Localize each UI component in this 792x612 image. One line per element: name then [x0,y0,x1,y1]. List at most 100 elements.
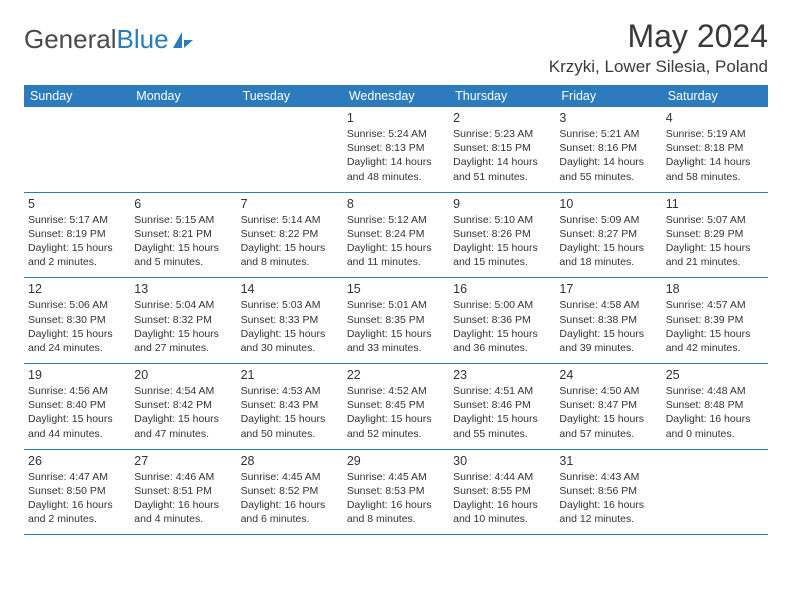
week-row: 19Sunrise: 4:56 AMSunset: 8:40 PMDayligh… [24,364,768,450]
day-cell: 27Sunrise: 4:46 AMSunset: 8:51 PMDayligh… [130,450,236,535]
daylight-line2: and 55 minutes. [453,427,551,441]
day-number: 29 [347,454,445,468]
day-number: 17 [559,282,657,296]
day-cell: 17Sunrise: 4:58 AMSunset: 8:38 PMDayligh… [555,278,661,363]
daylight-line2: and 48 minutes. [347,170,445,184]
day-number: 14 [241,282,339,296]
daylight-line1: Daylight: 14 hours [453,155,551,169]
day-cell: 20Sunrise: 4:54 AMSunset: 8:42 PMDayligh… [130,364,236,449]
day-info: Sunrise: 4:44 AMSunset: 8:55 PMDaylight:… [453,470,551,527]
day-cell: 29Sunrise: 4:45 AMSunset: 8:53 PMDayligh… [343,450,449,535]
daylight-line1: Daylight: 15 hours [241,412,339,426]
day-info: Sunrise: 5:04 AMSunset: 8:32 PMDaylight:… [134,298,232,355]
daylight-line2: and 36 minutes. [453,341,551,355]
dayhead-thu: Thursday [449,85,555,107]
day-info: Sunrise: 4:43 AMSunset: 8:56 PMDaylight:… [559,470,657,527]
daylight-line2: and 55 minutes. [559,170,657,184]
sunrise-text: Sunrise: 5:07 AM [666,213,764,227]
day-cell [237,107,343,192]
day-cell: 2Sunrise: 5:23 AMSunset: 8:15 PMDaylight… [449,107,555,192]
day-info: Sunrise: 4:54 AMSunset: 8:42 PMDaylight:… [134,384,232,441]
sunrise-text: Sunrise: 4:53 AM [241,384,339,398]
day-info: Sunrise: 5:10 AMSunset: 8:26 PMDaylight:… [453,213,551,270]
daylight-line1: Daylight: 16 hours [666,412,764,426]
sunrise-text: Sunrise: 5:04 AM [134,298,232,312]
daylight-line1: Daylight: 15 hours [28,241,126,255]
daylight-line1: Daylight: 15 hours [241,327,339,341]
day-info: Sunrise: 5:07 AMSunset: 8:29 PMDaylight:… [666,213,764,270]
day-cell: 31 Sunrise: 4:43 AMSunset: 8:56 PMDayligh… [555,450,661,535]
daylight-line2: and 57 minutes. [559,427,657,441]
day-cell: 16Sunrise: 5:00 AMSunset: 8:36 PMDayligh… [449,278,555,363]
day-cell: 18Sunrise: 4:57 AMSunset: 8:39 PMDayligh… [662,278,768,363]
day-info: Sunrise: 4:51 AMSunset: 8:46 PMDaylight:… [453,384,551,441]
daylight-line1: Daylight: 16 hours [241,498,339,512]
sunset-text: Sunset: 8:19 PM [28,227,126,241]
daylight-line2: and 33 minutes. [347,341,445,355]
logo-text-general: General [24,24,117,55]
sunset-text: Sunset: 8:47 PM [559,398,657,412]
day-info: Sunrise: 5:00 AMSunset: 8:36 PMDaylight:… [453,298,551,355]
sunset-text: Sunset: 8:45 PM [347,398,445,412]
day-number: 22 [347,368,445,382]
logo-sail-icon [171,30,195,50]
day-info: Sunrise: 5:21 AMSunset: 8:16 PMDaylight:… [559,127,657,184]
sunset-text: Sunset: 8:29 PM [666,227,764,241]
daylight-line2: and 44 minutes. [28,427,126,441]
sunset-text: Sunset: 8:24 PM [347,227,445,241]
daylight-line2: and 50 minutes. [241,427,339,441]
daylight-line1: Daylight: 15 hours [559,327,657,341]
day-number: 10 [559,197,657,211]
dayhead-sat: Saturday [662,85,768,107]
week-row: 1Sunrise: 5:24 AMSunset: 8:13 PMDaylight… [24,107,768,193]
daylight-line1: Daylight: 16 hours [134,498,232,512]
daylight-line2: and 2 minutes. [28,255,126,269]
day-number: 26 [28,454,126,468]
daylight-line2: and 47 minutes. [134,427,232,441]
sunrise-text: Sunrise: 5:23 AM [453,127,551,141]
dayhead-tue: Tuesday [237,85,343,107]
daylight-line2: and 15 minutes. [453,255,551,269]
day-cell: 23Sunrise: 4:51 AMSunset: 8:46 PMDayligh… [449,364,555,449]
daylight-line1: Daylight: 16 hours [559,498,657,512]
sunset-text: Sunset: 8:39 PM [666,313,764,327]
day-cell: 11Sunrise: 5:07 AMSunset: 8:29 PMDayligh… [662,193,768,278]
day-number: 31 [559,454,657,468]
day-cell: 15Sunrise: 5:01 AMSunset: 8:35 PMDayligh… [343,278,449,363]
day-cell [130,107,236,192]
sunset-text: Sunset: 8:48 PM [666,398,764,412]
day-cell: 26Sunrise: 4:47 AMSunset: 8:50 PMDayligh… [24,450,130,535]
sunset-text: Sunset: 8:13 PM [347,141,445,155]
day-cell: 8Sunrise: 5:12 AMSunset: 8:24 PMDaylight… [343,193,449,278]
sunrise-text: Sunrise: 5:00 AM [453,298,551,312]
daylight-line2: and 10 minutes. [453,512,551,526]
day-cell: 10Sunrise: 5:09 AMSunset: 8:27 PMDayligh… [555,193,661,278]
day-number: 18 [666,282,764,296]
day-info: Sunrise: 4:48 AMSunset: 8:48 PMDaylight:… [666,384,764,441]
day-cell: 14Sunrise: 5:03 AMSunset: 8:33 PMDayligh… [237,278,343,363]
calendar-page: GeneralBlue May 2024 Krzyki, Lower Siles… [0,0,792,535]
day-number: 24 [559,368,657,382]
day-info: Sunrise: 4:52 AMSunset: 8:45 PMDaylight:… [347,384,445,441]
daylight-line2: and 30 minutes. [241,341,339,355]
daylight-line2: and 39 minutes. [559,341,657,355]
daylight-line2: and 24 minutes. [28,341,126,355]
day-info: Sunrise: 5:24 AMSunset: 8:13 PMDaylight:… [347,127,445,184]
day-info: Sunrise: 4:53 AMSunset: 8:43 PMDaylight:… [241,384,339,441]
day-cell: 1Sunrise: 5:24 AMSunset: 8:13 PMDaylight… [343,107,449,192]
daylight-line1: Daylight: 15 hours [666,241,764,255]
day-info: Sunrise: 5:23 AMSunset: 8:15 PMDaylight:… [453,127,551,184]
day-info: Sunrise: 5:12 AMSunset: 8:24 PMDaylight:… [347,213,445,270]
day-number: 3 [559,111,657,125]
sunrise-text: Sunrise: 5:10 AM [453,213,551,227]
sunset-text: Sunset: 8:40 PM [28,398,126,412]
day-number: 5 [28,197,126,211]
daylight-line2: and 12 minutes. [559,512,657,526]
daylight-line2: and 8 minutes. [241,255,339,269]
daylight-line2: and 5 minutes. [134,255,232,269]
day-number: 13 [134,282,232,296]
sunrise-text: Sunrise: 5:14 AM [241,213,339,227]
week-row: 5Sunrise: 5:17 AMSunset: 8:19 PMDaylight… [24,193,768,279]
daylight-line1: Daylight: 15 hours [453,412,551,426]
sunrise-text: Sunrise: 4:45 AM [241,470,339,484]
